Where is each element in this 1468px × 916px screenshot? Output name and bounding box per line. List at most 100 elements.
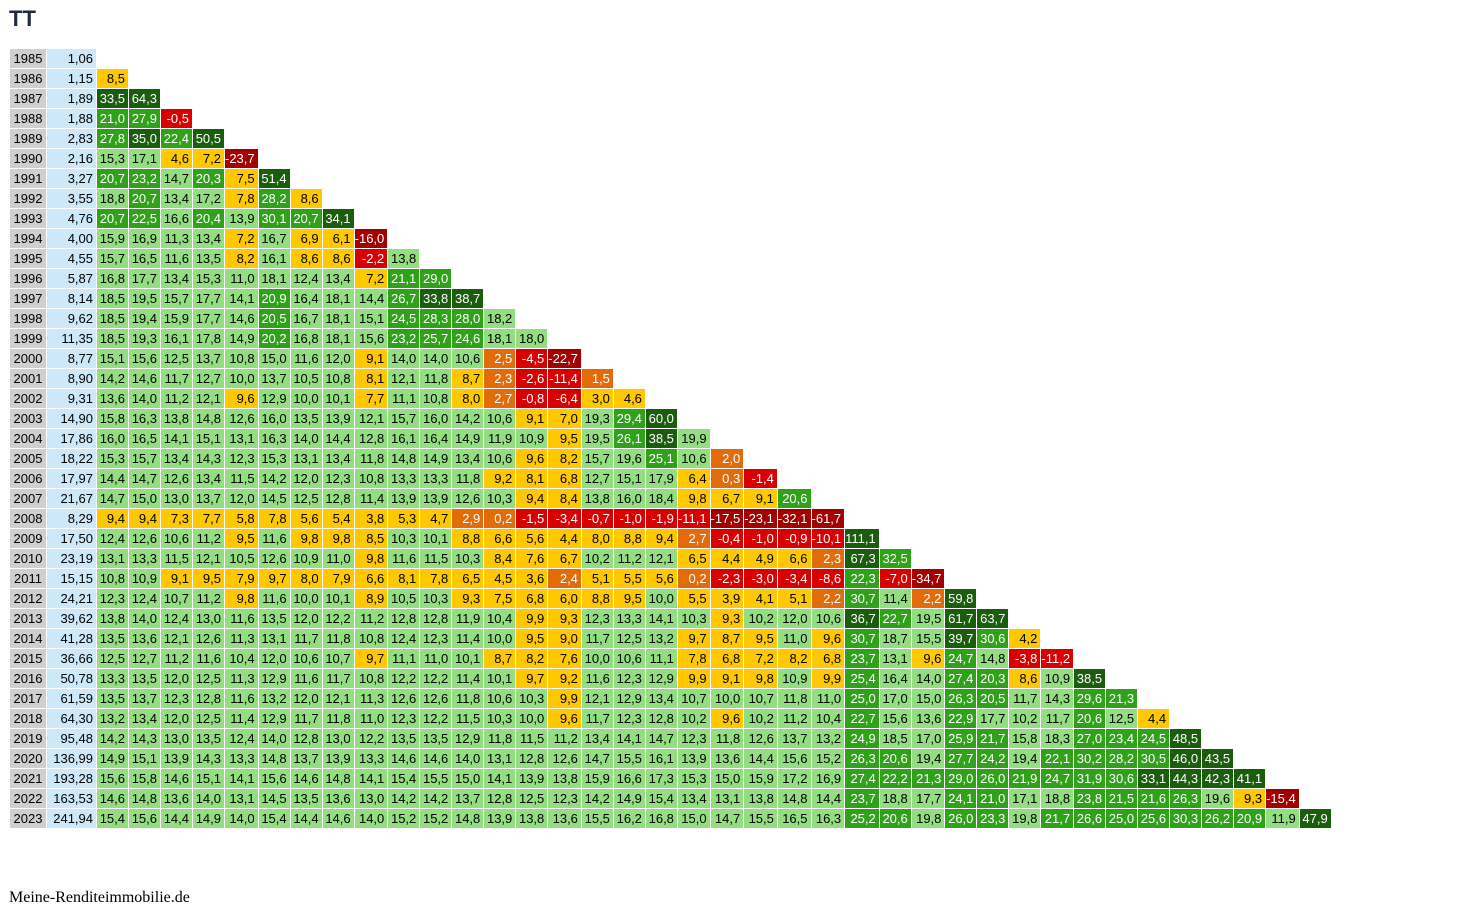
return-cell: 21,0 [976, 788, 1010, 809]
return-cell: 7,8 [224, 188, 259, 209]
return-cell: 14,1 [612, 728, 646, 749]
empty-cell [743, 268, 778, 289]
empty-cell [1137, 308, 1171, 329]
empty-cell [451, 148, 485, 169]
return-cell: 64,3 [128, 88, 161, 109]
return-cell: 12,0 [776, 608, 812, 629]
empty-cell [1008, 248, 1042, 269]
return-cell: 13,7 [128, 688, 161, 709]
empty-cell [257, 88, 291, 109]
empty-cell [910, 388, 946, 409]
row-price-value: 2,16 [46, 148, 97, 169]
empty-cell [944, 328, 978, 349]
empty-cell [743, 228, 778, 249]
return-cell: 13,4 [128, 708, 161, 729]
return-cell: 7,6 [547, 648, 582, 669]
empty-cell [353, 128, 389, 149]
empty-cell [1137, 588, 1171, 609]
return-cell: 9,3 [451, 588, 485, 609]
empty-cell [580, 188, 614, 209]
table-body: 1985 1,06 1986 1,15 8,5 1987 1,89 33,5 64,3 1988 1… [9, 48, 1332, 829]
return-cell: 18,3 [1040, 728, 1075, 749]
return-cell: 14,2 [257, 468, 291, 489]
empty-cell [483, 168, 517, 189]
row-year-label: 2012 [9, 588, 47, 609]
empty-cell [1265, 428, 1300, 449]
return-cell: 23,8 [1073, 788, 1107, 809]
return-cell: 11,6 [192, 648, 225, 669]
empty-cell [1008, 68, 1042, 89]
return-cell: 25,6 [1137, 808, 1171, 829]
empty-cell [1233, 108, 1267, 129]
empty-cell [709, 88, 745, 109]
return-cell: 11,2 [160, 388, 193, 409]
empty-cell [1201, 408, 1235, 429]
empty-cell [451, 168, 485, 189]
empty-cell [1073, 388, 1107, 409]
empty-cell [976, 508, 1010, 529]
empty-cell [844, 168, 880, 189]
empty-cell [1169, 528, 1203, 549]
return-cell: 16,0 [419, 408, 453, 429]
return-cell: 11,8 [419, 368, 453, 389]
return-cell: 10,1 [321, 588, 355, 609]
empty-cell [1137, 488, 1171, 509]
empty-cell [743, 328, 778, 349]
return-cell: -11,4 [547, 368, 582, 389]
empty-cell [844, 468, 880, 489]
return-cell: 14,2 [387, 788, 421, 809]
row-price-value: 8,77 [46, 348, 97, 369]
empty-cell [483, 88, 517, 109]
empty-cell [910, 348, 946, 369]
empty-cell [1073, 208, 1107, 229]
return-cell: 13,8 [160, 408, 193, 429]
empty-cell [1073, 188, 1107, 209]
empty-cell [676, 328, 711, 349]
empty-cell [910, 208, 946, 229]
return-cell: 9,6 [515, 448, 549, 469]
empty-cell [1298, 548, 1332, 569]
empty-cell [844, 448, 880, 469]
table-row: 1998 9,62 18,5 19,4 15,9 17,7 14,6 20,5 16,7 18,1… [9, 308, 1332, 329]
empty-cell [644, 308, 678, 329]
empty-cell [1040, 468, 1075, 489]
empty-cell [1169, 288, 1203, 309]
empty-cell [676, 348, 711, 369]
return-cell: 9,1 [709, 668, 745, 689]
empty-cell [547, 228, 582, 249]
return-cell: 25,0 [1105, 808, 1139, 829]
empty-cell [1233, 328, 1267, 349]
empty-cell [844, 228, 880, 249]
empty-cell [353, 48, 389, 69]
return-cell: 13,3 [353, 748, 389, 769]
return-cell: 51,4 [257, 168, 291, 189]
return-cell: 11,3 [160, 228, 193, 249]
table-row: 2000 8,77 15,1 15,6 12,5 13,7 10,8 15,0 11,6 12,0… [9, 348, 1332, 369]
return-cell: 22,4 [160, 128, 193, 149]
empty-cell [976, 488, 1010, 509]
return-cell: 26,2 [1201, 808, 1235, 829]
return-cell: 27,4 [944, 668, 978, 689]
empty-cell [1298, 268, 1332, 289]
return-cell: 10,3 [483, 708, 517, 729]
table-row: 2003 14,90 15,8 16,3 13,8 14,8 12,6 16,0 13,5 13,… [9, 408, 1332, 429]
empty-cell [321, 128, 355, 149]
empty-cell [353, 108, 389, 129]
return-cell: 13,3 [387, 468, 421, 489]
row-price-value: 36,66 [46, 648, 97, 669]
empty-cell [1298, 368, 1332, 389]
return-cell: 8,4 [547, 488, 582, 509]
return-cell: 10,9 [128, 568, 161, 589]
empty-cell [709, 148, 745, 169]
return-cell: 13,7 [192, 488, 225, 509]
empty-cell [1265, 188, 1300, 209]
empty-cell [776, 148, 812, 169]
return-cell: 11,3 [224, 668, 259, 689]
return-cell: 16,0 [96, 428, 129, 449]
return-cell: 10,3 [387, 528, 421, 549]
row-year-label: 1992 [9, 188, 47, 209]
return-cell: 17,7 [192, 308, 225, 329]
empty-cell [289, 148, 323, 169]
return-cell: 5,1 [580, 568, 614, 589]
empty-cell [976, 308, 1010, 329]
